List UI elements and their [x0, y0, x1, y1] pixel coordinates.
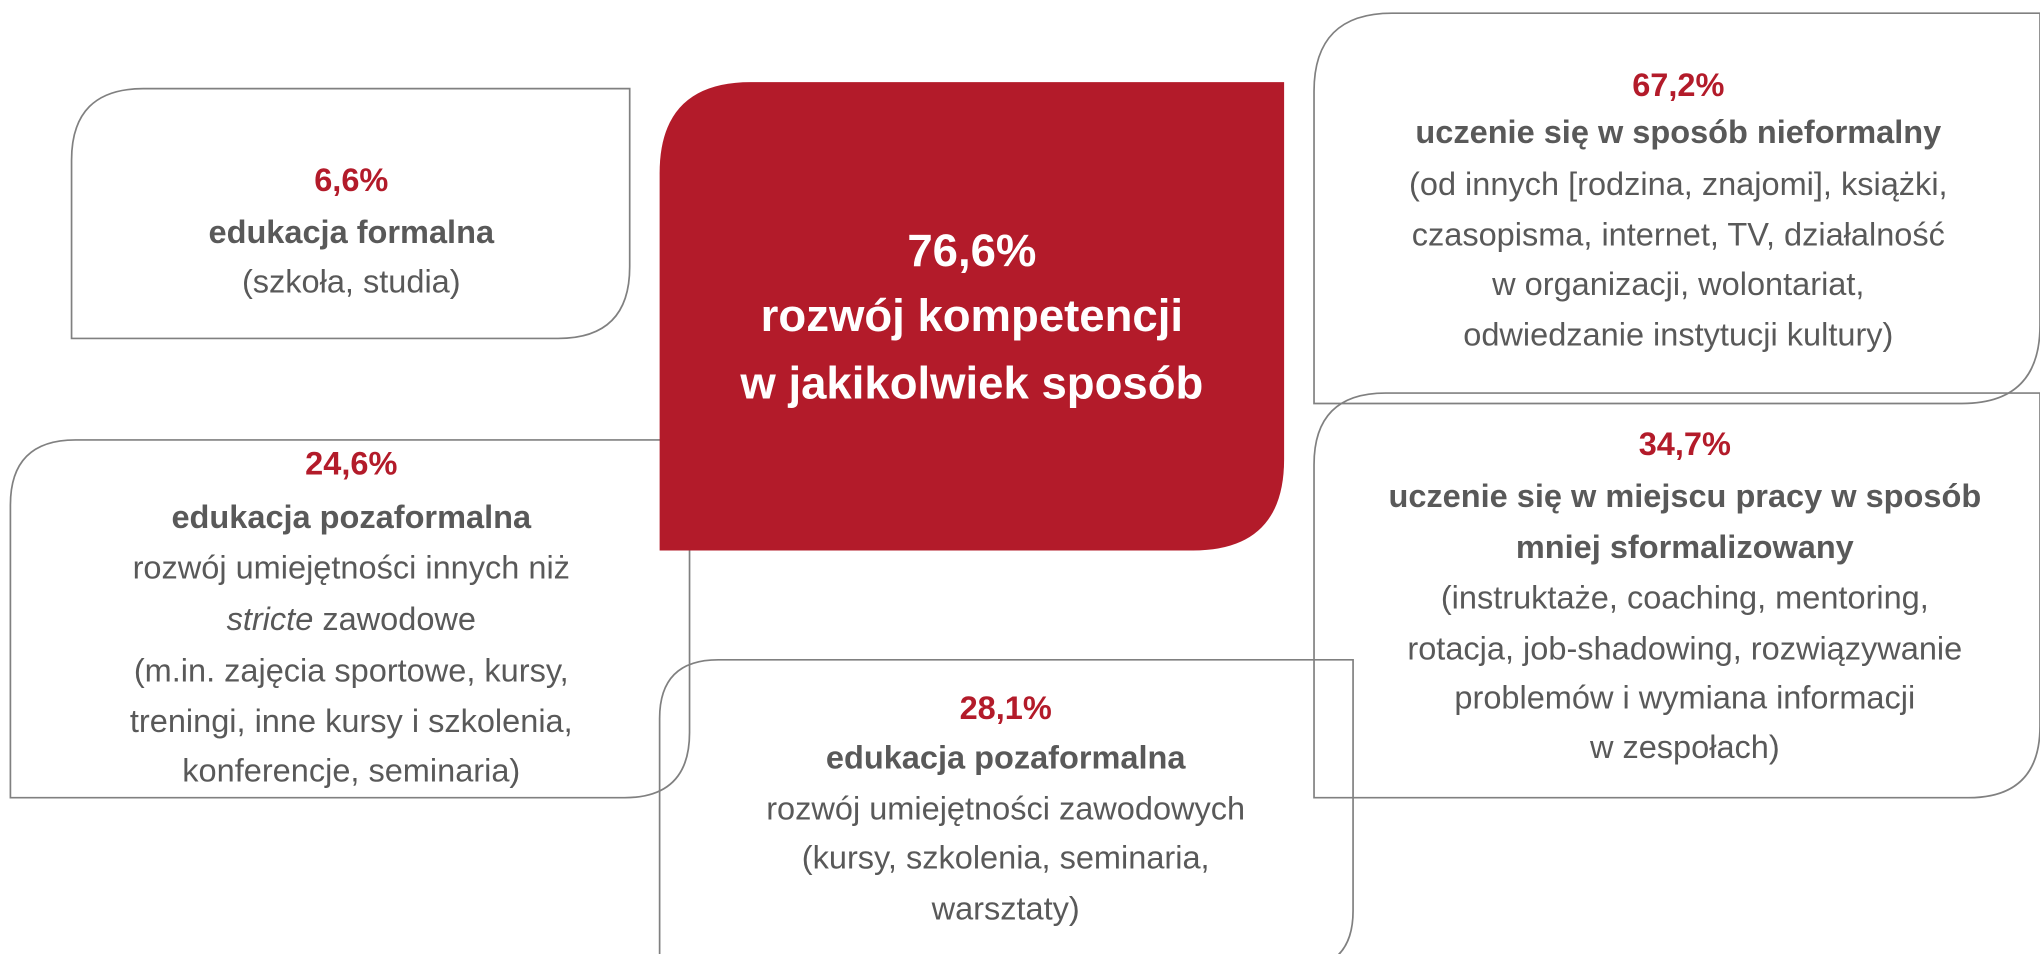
- center-box: [659, 82, 1285, 551]
- box-line: konferencje, seminaria): [182, 753, 520, 789]
- box-frame: [9, 439, 691, 799]
- box-line: warsztaty): [931, 890, 1080, 926]
- box-percent: 24,6%: [305, 446, 397, 482]
- box-line: treningi, inne kursy i szkolenia,: [130, 703, 573, 739]
- box-title: edukacja pozaformalna: [171, 499, 532, 535]
- line-rest: zawodowe: [313, 600, 476, 636]
- box-line: rozwój umiejętności zawodowych: [766, 790, 1245, 826]
- box-line: odwiedzanie instytucji kultury): [1463, 317, 1893, 353]
- box-percent: 67,2%: [1632, 67, 1724, 103]
- center-label: rozwój kompetencji: [761, 290, 1183, 341]
- box-line: w zespołach): [1589, 729, 1780, 765]
- italic-word: stricte: [227, 600, 314, 636]
- box-line: rozwój umiejętności innych niż: [133, 550, 570, 586]
- box-percent: 28,1%: [960, 690, 1052, 726]
- box-percent: 6,6%: [314, 162, 388, 198]
- box-title: mniej sformalizowany: [1516, 529, 1854, 565]
- center-percent: 76,6%: [907, 225, 1036, 276]
- box-title: edukacja formalna: [209, 214, 495, 250]
- box-line: stricte zawodowe: [227, 600, 476, 636]
- center-label: w jakikolwiek sposób: [739, 358, 1203, 409]
- box-percent: 34,7%: [1639, 426, 1731, 462]
- box-line: (szkoła, studia): [242, 263, 461, 299]
- box-line: (od innych [rodzina, znajomi], książki,: [1409, 166, 1948, 202]
- box-line: w organizacji, wolontariat,: [1491, 266, 1864, 302]
- box-frame: [70, 87, 631, 340]
- box-title: uczenie się w miejscu pracy w sposób: [1388, 478, 1981, 514]
- box-line: czasopisma, internet, TV, działalność: [1412, 217, 1945, 253]
- box-line: (m.in. zajęcia sportowe, kursy,: [134, 652, 569, 688]
- box-title: edukacja pozaformalna: [826, 740, 1187, 776]
- box-line: (instruktaże, coaching, mentoring,: [1441, 580, 1929, 616]
- box-frame: [1313, 12, 2040, 405]
- box-title: uczenie się w sposób nieformalny: [1415, 114, 1941, 150]
- box-line: rotacja, job-shadowing, rozwiązywanie: [1407, 630, 1962, 666]
- box-frame: [658, 658, 1354, 954]
- box-line: (kursy, szkolenia, seminaria,: [802, 840, 1210, 876]
- box-line: problemów i wymiana informacji: [1454, 680, 1915, 716]
- box-frame: [1313, 392, 2040, 799]
